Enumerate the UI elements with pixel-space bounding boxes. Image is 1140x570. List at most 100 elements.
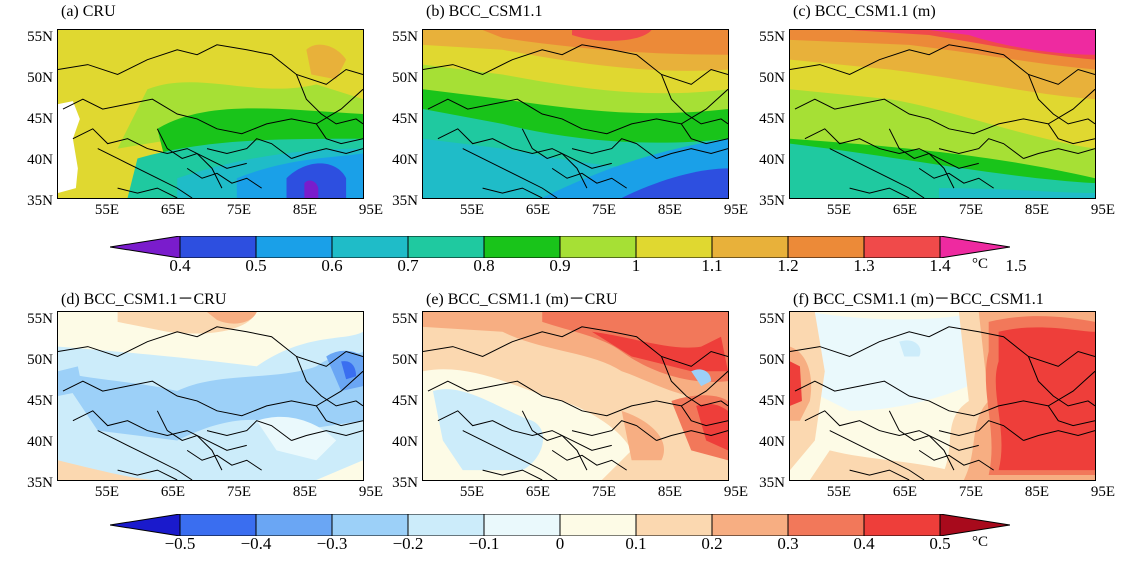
panel-title-d: (d) BCC_CSM1.1－CRU xyxy=(61,291,227,308)
country-border xyxy=(680,405,728,427)
field-region xyxy=(432,389,544,471)
lon-tick-label: 55E xyxy=(459,202,485,218)
country-border xyxy=(186,167,262,189)
country-border xyxy=(656,430,728,441)
colorbar-swatch xyxy=(407,514,485,536)
country-border xyxy=(804,128,979,169)
colorbar-swatch xyxy=(331,236,409,258)
colorbar-top xyxy=(110,236,1010,258)
colorbar-swatch xyxy=(711,236,789,258)
country-border xyxy=(295,74,363,125)
lon-tick-label: 75E xyxy=(591,202,617,218)
lat-tick-label: 50N xyxy=(759,70,785,86)
colorbar-tick-label: 0.7 xyxy=(397,256,419,275)
colorbar-tick-label: 0.5 xyxy=(245,256,267,275)
country-border xyxy=(462,430,558,480)
lon-tick-label: 85E xyxy=(1024,484,1050,500)
field-region xyxy=(306,44,347,80)
country-border xyxy=(186,449,262,471)
colorbar-tick-label: −0.5 xyxy=(164,534,196,553)
colorbar-swatch xyxy=(559,236,637,258)
country-border xyxy=(62,88,363,135)
lon-tick-label: 95E xyxy=(1090,202,1116,218)
lon-tick-label: 55E xyxy=(826,484,852,500)
lon-tick-label: 55E xyxy=(826,202,852,218)
country-border xyxy=(58,326,363,367)
colorbar-tick-label: 1.5 xyxy=(1005,256,1027,275)
lon-tick-label: 65E xyxy=(160,484,186,500)
colorbar-bottom xyxy=(110,514,1010,536)
colorbar-tick-label: 0.1 xyxy=(625,534,647,553)
field-region xyxy=(790,361,802,406)
lon-tick-label: 85E xyxy=(657,484,683,500)
country-border xyxy=(291,148,363,159)
country-border xyxy=(156,128,223,189)
country-border xyxy=(790,44,1095,85)
country-border xyxy=(1027,356,1095,407)
country-border xyxy=(888,410,955,471)
map-panel-f xyxy=(789,311,1096,481)
field-region xyxy=(621,410,665,461)
field-region xyxy=(790,143,1095,198)
country-border xyxy=(1047,405,1095,427)
country-border xyxy=(680,123,728,145)
country-border xyxy=(97,430,193,480)
lon-tick-label: 85E xyxy=(292,484,318,500)
country-border xyxy=(918,449,994,471)
colorbar-tick-label: 0.4 xyxy=(853,534,875,553)
country-border xyxy=(849,187,910,198)
colorbar-swatch xyxy=(939,236,1010,258)
lon-tick-label: 95E xyxy=(1090,484,1116,500)
lat-tick-label: 40N xyxy=(759,152,785,168)
country-border xyxy=(423,326,728,367)
colorbar-swatch xyxy=(635,236,713,258)
lon-tick-label: 95E xyxy=(358,202,384,218)
colorbar-swatch xyxy=(559,514,637,536)
lat-tick-label: 35N xyxy=(759,475,785,491)
colorbar-swatch xyxy=(483,514,561,536)
lon-tick-label: 75E xyxy=(958,484,984,500)
country-border xyxy=(72,410,247,451)
field-region xyxy=(809,450,959,480)
lon-tick-label: 85E xyxy=(1024,202,1050,218)
lat-tick-label: 55N xyxy=(392,29,418,45)
colorbar-swatch xyxy=(331,514,409,536)
lat-tick-label: 50N xyxy=(392,70,418,86)
map-panel-d xyxy=(57,311,364,481)
lon-tick-label: 65E xyxy=(525,202,551,218)
colorbar-swatch xyxy=(407,236,485,258)
country-border xyxy=(315,123,363,145)
field-region xyxy=(482,30,728,55)
country-border xyxy=(1023,148,1095,159)
colorbar-swatch xyxy=(635,514,713,536)
colorbar-tick-label: 0 xyxy=(555,534,565,553)
colorbar-swatch xyxy=(179,514,257,536)
field-region xyxy=(207,312,257,324)
lat-tick-label: 55N xyxy=(392,311,418,327)
lat-tick-label: 50N xyxy=(392,352,418,368)
colorbar-swatch xyxy=(255,236,333,258)
country-border xyxy=(482,187,543,198)
field-region xyxy=(58,101,80,194)
field-region xyxy=(58,366,83,396)
country-border xyxy=(829,148,925,198)
colorbar-tick-label: 1.3 xyxy=(853,256,875,275)
lat-tick-label: 35N xyxy=(27,193,53,209)
country-border xyxy=(97,148,193,198)
colorbar-tick-label: 0.4 xyxy=(169,256,191,275)
country-border xyxy=(423,44,728,85)
field-region xyxy=(939,188,1095,198)
colorbar-tick-label: 0.9 xyxy=(549,256,571,275)
panel-title-c: (c) BCC_CSM1.1 (m) xyxy=(793,3,936,20)
country-border xyxy=(482,469,543,480)
country-border xyxy=(804,410,979,451)
lat-tick-label: 40N xyxy=(27,152,53,168)
country-border xyxy=(1023,430,1095,441)
country-border xyxy=(660,356,728,407)
field-region xyxy=(995,327,1095,471)
colorbar-swatch xyxy=(483,236,561,258)
lat-tick-label: 35N xyxy=(392,193,418,209)
lat-tick-label: 45N xyxy=(27,393,53,409)
colorbar-swatch xyxy=(939,514,1010,536)
country-border xyxy=(521,128,588,189)
